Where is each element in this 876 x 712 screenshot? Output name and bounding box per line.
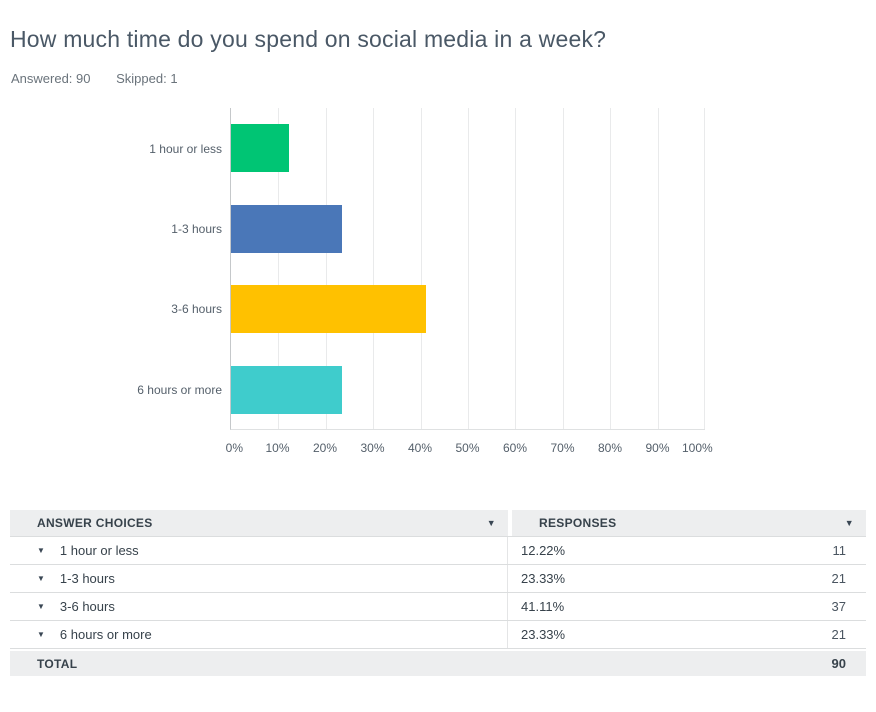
table-header-row: ANSWER CHOICES ▼ RESPONSES ▼ (10, 510, 866, 536)
x-tick-label: 60% (502, 441, 528, 455)
expand-row-icon[interactable]: ▼ (37, 546, 45, 555)
chart-bar-3-6-hours (231, 285, 426, 333)
table-row: ▼ 1-3 hours 23.33% 21 (10, 565, 866, 593)
response-count: 11 (832, 543, 847, 558)
table-total-row: TOTAL 90 (10, 651, 866, 676)
table-row: ▼ 1 hour or less 12.22% 11 (10, 537, 866, 565)
x-tick-label: 20% (312, 441, 338, 455)
gridline (420, 108, 422, 429)
gridline (325, 108, 327, 429)
category-label: 6 hours or more (137, 383, 222, 397)
answer-choices-header[interactable]: ANSWER CHOICES ▼ (10, 510, 508, 536)
gridline (704, 108, 705, 429)
x-tick-label: 90% (645, 441, 670, 455)
expand-row-icon[interactable]: ▼ (37, 602, 45, 611)
results-table: ANSWER CHOICES ▼ RESPONSES ▼ ▼ 1 hour or… (10, 510, 866, 676)
gridline (562, 108, 564, 429)
x-tick-label: 30% (360, 441, 385, 455)
responses-cell: 23.33% 21 (508, 565, 866, 592)
category-label: 3-6 hours (171, 302, 222, 316)
answer-choice-label: 3-6 hours (59, 599, 115, 614)
x-tick-label: 10% (265, 441, 290, 455)
answer-choice-label: 1 hour or less (59, 543, 139, 558)
total-value: 90 (831, 656, 846, 671)
table-body: ▼ 1 hour or less 12.22% 11 ▼ 1-3 hours 2… (10, 536, 866, 649)
gridline (657, 108, 659, 429)
table-row: ▼ 6 hours or more 23.33% 21 (10, 621, 866, 649)
chevron-down-icon[interactable]: ▼ (844, 518, 854, 528)
responses-cell: 41.11% 37 (508, 593, 866, 620)
responses-cell: 23.33% 21 (508, 621, 866, 648)
answer-choice-label: 1-3 hours (59, 571, 115, 586)
total-label: TOTAL (37, 656, 78, 671)
answered-count: Answered: 90 (11, 71, 91, 86)
chart-bar-1-hour-or-less (231, 124, 289, 172)
responses-cell: 12.22% 11 (508, 537, 866, 564)
chart-bar-1-3-hours (231, 205, 342, 253)
x-tick-label: 100% (681, 441, 713, 455)
x-axis-ticks: 0% 10% 20% 30% 40% 50% 60% 70% 80% 90% 1… (226, 441, 713, 457)
chart-plot-area (230, 108, 705, 430)
answer-choices-header-label: ANSWER CHOICES (37, 516, 153, 530)
category-label: 1 hour or less (149, 142, 222, 156)
response-percent: 23.33% (521, 627, 566, 642)
x-tick-label: 70% (550, 441, 575, 455)
gridline (515, 108, 517, 429)
gridline (278, 108, 280, 429)
answer-choice-cell: ▼ 6 hours or more (10, 621, 508, 648)
x-tick-label: 0% (225, 441, 244, 455)
question-title: How much time do you spend on social med… (10, 26, 607, 52)
x-tick-label: 40% (407, 441, 433, 455)
chart-bar-6-hours-or-more (231, 366, 342, 414)
skipped-count: Skipped: 1 (116, 71, 178, 86)
response-percent: 12.22% (521, 543, 566, 558)
response-count: 21 (831, 627, 846, 642)
response-meta: Answered: 90 Skipped: 1 (11, 71, 200, 86)
gridline (373, 108, 375, 429)
expand-row-icon[interactable]: ▼ (37, 630, 45, 639)
response-count: 21 (831, 571, 846, 586)
table-row: ▼ 3-6 hours 41.11% 37 (10, 593, 866, 621)
response-percent: 23.33% (521, 571, 566, 586)
answer-choice-cell: ▼ 1-3 hours (10, 565, 508, 592)
gridline (468, 108, 469, 429)
responses-header-label: RESPONSES (539, 516, 617, 530)
chevron-down-icon[interactable]: ▼ (486, 518, 496, 528)
response-percent: 41.11% (521, 599, 565, 614)
gridline (610, 108, 612, 429)
expand-row-icon[interactable]: ▼ (37, 574, 45, 583)
answer-choice-label: 6 hours or more (59, 627, 152, 642)
responses-header[interactable]: RESPONSES ▼ (512, 510, 866, 536)
category-label: 1-3 hours (171, 222, 222, 236)
response-count: 37 (831, 599, 846, 614)
x-tick-label: 50% (455, 441, 480, 455)
answer-choice-cell: ▼ 3-6 hours (10, 593, 508, 620)
answer-choice-cell: ▼ 1 hour or less (10, 537, 508, 564)
x-tick-label: 80% (597, 441, 623, 455)
